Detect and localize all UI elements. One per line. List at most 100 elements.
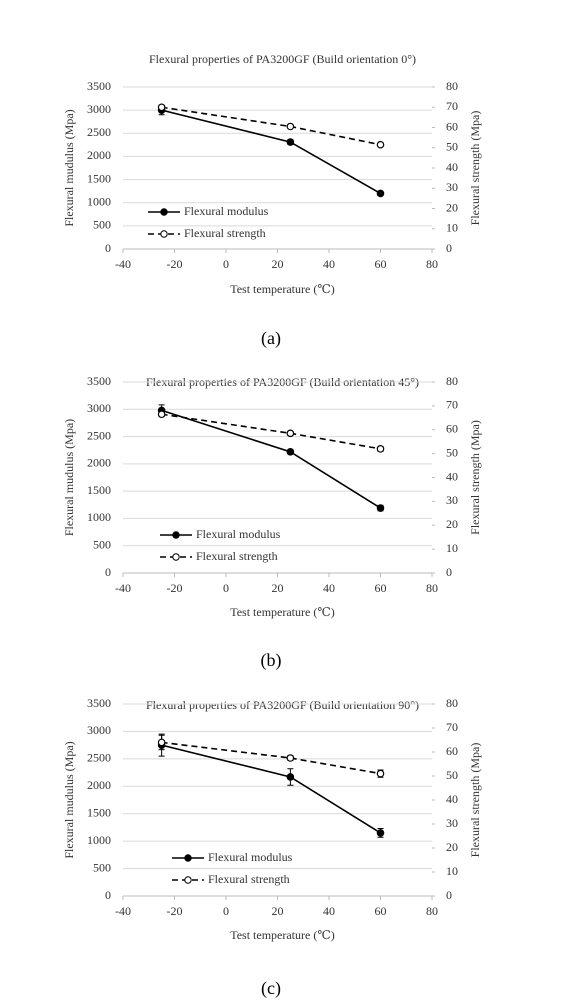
y2-tick-label: 80 (446, 374, 458, 388)
x-axis-title: Test temperature (℃) (230, 928, 335, 942)
y-tick-label: 2500 (87, 428, 111, 442)
marker (157, 410, 166, 419)
y-tick-label: 0 (105, 565, 111, 579)
y-tick-label: 3500 (87, 696, 111, 710)
y-tick-label: 2000 (87, 148, 111, 162)
x-tick-label: 60 (375, 904, 387, 918)
x-tick-label: 60 (375, 581, 387, 595)
marker (157, 103, 166, 112)
y2-axis-title: Flexural strength (Mpa) (468, 111, 482, 226)
x-tick-label: 20 (272, 257, 284, 271)
y2-tick-label: 30 (446, 180, 458, 194)
series-line (161, 741, 381, 775)
x-tick-label: -40 (115, 581, 131, 595)
y2-tick-label: 60 (446, 119, 458, 133)
x-tick-label: -20 (167, 581, 183, 595)
marker (286, 754, 295, 762)
y-tick-label: 1500 (87, 171, 111, 185)
y2-tick-label: 80 (446, 696, 458, 710)
x-tick-label: 40 (323, 581, 335, 595)
y2-tick-label: 50 (446, 768, 458, 782)
series-line (161, 413, 381, 450)
chart-title: Flexural properties of PA3200GF (Build o… (149, 52, 416, 66)
series-line (161, 409, 381, 509)
y2-tick-label: 70 (446, 398, 458, 412)
legend-label: Flexural modulus (184, 204, 269, 218)
y-tick-label: 3000 (87, 102, 111, 116)
y2-tick-label: 10 (446, 541, 458, 555)
marker (376, 140, 385, 149)
legend-marker (184, 876, 192, 884)
marker (286, 122, 295, 131)
marker (286, 773, 295, 781)
marker (157, 738, 166, 747)
y-tick-label: 2500 (87, 125, 111, 139)
y-tick-label: 3000 (87, 401, 111, 415)
y-tick-label: 500 (93, 860, 111, 874)
x-tick-label: 20 (272, 581, 284, 595)
y2-tick-label: 70 (446, 720, 458, 734)
x-tick-label: 40 (323, 257, 335, 271)
y2-tick-label: 40 (446, 469, 458, 483)
y2-axis-title: Flexural strength (Mpa) (468, 420, 482, 535)
y-tick-label: 500 (93, 218, 111, 232)
y-axis-title: Flexural mudulus (Mpa) (62, 109, 76, 226)
legend-label: Flexural modulus (196, 527, 281, 541)
y-tick-label: 0 (105, 241, 111, 255)
y-tick-label: 2500 (87, 751, 111, 765)
x-tick-label: -40 (115, 904, 131, 918)
y2-axis-title: Flexural strength (Mpa) (468, 743, 482, 858)
x-tick-label: 0 (223, 904, 229, 918)
y-axis-title: Flexural mudulus (Mpa) (62, 741, 76, 858)
y2-tick-label: 10 (446, 864, 458, 878)
x-tick-label: 0 (223, 257, 229, 271)
y-tick-label: 1500 (87, 805, 111, 819)
y-tick-label: 2000 (87, 456, 111, 470)
y2-tick-label: 50 (446, 445, 458, 459)
series-line (161, 744, 381, 834)
marker (376, 189, 385, 198)
marker (286, 138, 295, 146)
y-tick-label: 3000 (87, 723, 111, 737)
x-tick-label: 60 (375, 257, 387, 271)
y-tick-label: 2000 (87, 778, 111, 792)
y2-tick-label: 80 (446, 79, 458, 93)
x-tick-label: 0 (223, 581, 229, 595)
y2-tick-label: 20 (446, 200, 458, 214)
caption: (c) (261, 978, 281, 999)
x-tick-label: -20 (167, 904, 183, 918)
y2-tick-label: 0 (446, 888, 452, 902)
y2-tick-label: 60 (446, 744, 458, 758)
legend-label: Flexural strength (208, 872, 290, 886)
y2-tick-label: 50 (446, 140, 458, 154)
x-axis-title: Test temperature (℃) (230, 282, 335, 296)
y-tick-label: 1000 (87, 510, 111, 524)
legend-marker (160, 208, 168, 216)
y2-tick-label: 40 (446, 160, 458, 174)
y-tick-label: 0 (105, 888, 111, 902)
y2-tick-label: 10 (446, 221, 458, 235)
y2-tick-label: 20 (446, 517, 458, 531)
marker (376, 829, 385, 837)
legend-marker (160, 230, 168, 238)
series-line (161, 106, 381, 146)
legend-marker (172, 531, 180, 539)
y-tick-label: 500 (93, 537, 111, 551)
y2-tick-label: 30 (446, 816, 458, 830)
y-tick-label: 1000 (87, 833, 111, 847)
y2-tick-label: 20 (446, 840, 458, 854)
marker (376, 504, 385, 512)
x-tick-label: 20 (272, 904, 284, 918)
y-axis-title: Flexural mudulus (Mpa) (62, 419, 76, 536)
x-tick-label: -40 (115, 257, 131, 271)
x-tick-label: 80 (426, 257, 438, 271)
marker (376, 769, 385, 778)
x-tick-label: 40 (323, 904, 335, 918)
legend-marker (172, 553, 180, 561)
x-tick-label: 80 (426, 904, 438, 918)
marker (376, 445, 385, 453)
y-tick-label: 3500 (87, 374, 111, 388)
y-tick-label: 3500 (87, 79, 111, 93)
y2-tick-label: 70 (446, 99, 458, 113)
x-tick-label: -20 (167, 257, 183, 271)
